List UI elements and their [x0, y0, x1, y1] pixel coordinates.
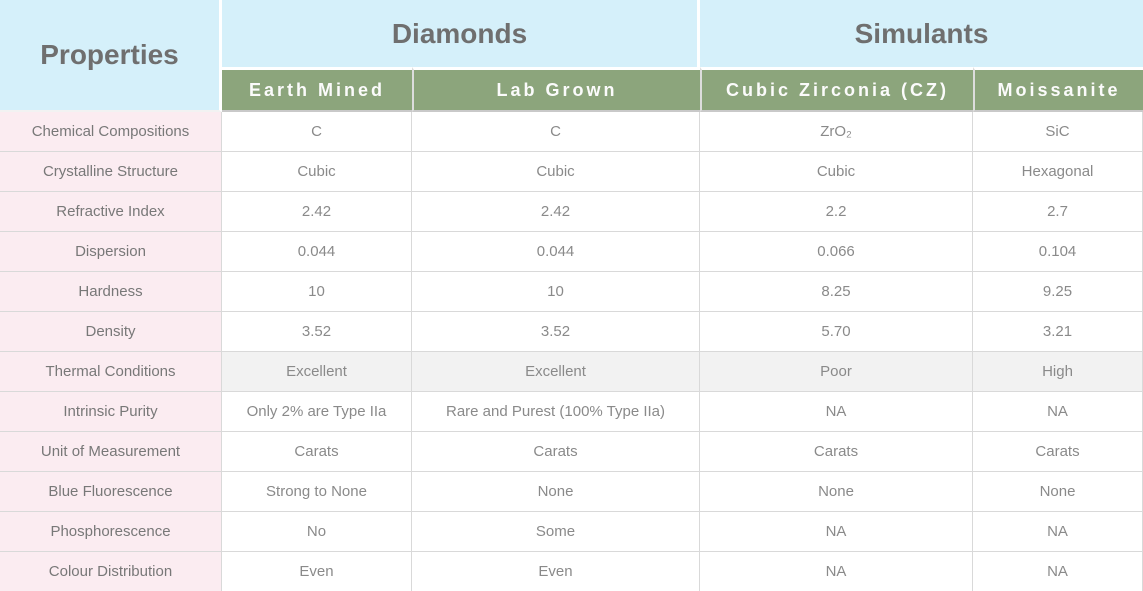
- table-row: Intrinsic Purity Only 2% are Type IIa Rare…: [0, 392, 1143, 432]
- table-row: Dispersion 0.044 0.044 0.066 0.104: [0, 232, 1143, 272]
- cell-value: 2.2: [700, 192, 974, 232]
- cell-value: 0.044: [412, 232, 701, 272]
- property-label: Chemical Compositions: [0, 112, 222, 152]
- cell-value: None: [412, 472, 701, 512]
- column-header-cubic-zirconia: Cubic Zirconia (CZ): [700, 67, 974, 112]
- group-header-simulants: Simulants: [700, 0, 1143, 67]
- cell-value: 3.21: [973, 312, 1143, 352]
- property-label: Dispersion: [0, 232, 222, 272]
- sub-header-row: Earth Mined Lab Grown Cubic Zirconia (CZ…: [0, 67, 1143, 112]
- cell-value: Even: [412, 552, 701, 591]
- column-header-earth-mined: Earth Mined: [222, 67, 412, 112]
- cell-value: None: [700, 472, 974, 512]
- cell-value: Poor: [700, 352, 974, 392]
- group-header-row: Properties Diamonds Simulants: [0, 0, 1143, 112]
- cell-value: NA: [973, 512, 1143, 552]
- cell-value: 2.7: [973, 192, 1143, 232]
- cell-value: 0.104: [973, 232, 1143, 272]
- property-label: Intrinsic Purity: [0, 392, 222, 432]
- cell-value: Even: [222, 552, 412, 591]
- cell-value: 10: [222, 272, 412, 312]
- table-row: Refractive Index 2.42 2.42 2.2 2.7: [0, 192, 1143, 232]
- table-row: Blue Fluorescence Strong to None None None N…: [0, 472, 1143, 512]
- cell-value: 10: [412, 272, 701, 312]
- cell-value: Carats: [412, 432, 701, 472]
- properties-corner-header: Properties: [0, 0, 222, 112]
- table-row: Thermal Conditions Excellent Excellent Poor…: [0, 352, 1143, 392]
- cell-value: SiC: [973, 112, 1143, 152]
- column-header-moissanite: Moissanite: [973, 67, 1143, 112]
- cell-value: Carats: [973, 432, 1143, 472]
- group-header-diamonds: Diamonds: [222, 0, 701, 67]
- cell-value: 3.52: [222, 312, 412, 352]
- cell-value: 0.044: [222, 232, 412, 272]
- cell-value: 3.52: [412, 312, 701, 352]
- property-label: Hardness: [0, 272, 222, 312]
- cell-value: No: [222, 512, 412, 552]
- cell-value: 5.70: [700, 312, 974, 352]
- cell-value: NA: [973, 552, 1143, 591]
- table-row: Hardness 10 10 8.25 9.25: [0, 272, 1143, 312]
- property-label: Unit of Measurement: [0, 432, 222, 472]
- table-body: Chemical Compositions C C ZrO₂ SiC Crystallin…: [0, 112, 1143, 591]
- cell-value: Cubic: [222, 152, 412, 192]
- cell-value: ZrO₂: [700, 112, 974, 152]
- cell-value: Strong to None: [222, 472, 412, 512]
- cell-value: NA: [700, 512, 974, 552]
- cell-value: 9.25: [973, 272, 1143, 312]
- property-label: Refractive Index: [0, 192, 222, 232]
- cell-value: Carats: [222, 432, 412, 472]
- property-label: Phosphorescence: [0, 512, 222, 552]
- cell-value: Carats: [700, 432, 974, 472]
- cell-value: Excellent: [412, 352, 701, 392]
- cell-value: NA: [700, 552, 974, 591]
- property-label: Crystalline Structure: [0, 152, 222, 192]
- cell-value: Cubic: [412, 152, 701, 192]
- table-row: Crystalline Structure Cubic Cubic Cubic Hexa…: [0, 152, 1143, 192]
- cell-value: Only 2% are Type IIa: [222, 392, 412, 432]
- table-row: Chemical Compositions C C ZrO₂ SiC: [0, 112, 1143, 152]
- cell-value: C: [222, 112, 412, 152]
- cell-value: Excellent: [222, 352, 412, 392]
- table-row: Colour Distribution Even Even NA NA: [0, 552, 1143, 591]
- cell-value: 8.25: [700, 272, 974, 312]
- cell-value: NA: [973, 392, 1143, 432]
- property-label: Thermal Conditions: [0, 352, 222, 392]
- cell-value: C: [412, 112, 701, 152]
- table-row: Phosphorescence No Some NA NA: [0, 512, 1143, 552]
- cell-value: Some: [412, 512, 701, 552]
- cell-value: Cubic: [700, 152, 974, 192]
- column-header-lab-grown: Lab Grown: [412, 67, 701, 112]
- cell-value: 2.42: [412, 192, 701, 232]
- cell-value: 0.066: [700, 232, 974, 272]
- cell-value: None: [973, 472, 1143, 512]
- property-label: Density: [0, 312, 222, 352]
- table-row: Unit of Measurement Carats Carats Carats Car…: [0, 432, 1143, 472]
- cell-value: 2.42: [222, 192, 412, 232]
- cell-value: High: [973, 352, 1143, 392]
- table-row: Density 3.52 3.52 5.70 3.21: [0, 312, 1143, 352]
- cell-value: Rare and Purest (100% Type IIa): [412, 392, 701, 432]
- table-header: Properties Diamonds Simulants Earth Mine…: [0, 0, 1143, 112]
- property-label: Blue Fluorescence: [0, 472, 222, 512]
- cell-value: Hexagonal: [973, 152, 1143, 192]
- property-label: Colour Distribution: [0, 552, 222, 591]
- cell-value: NA: [700, 392, 974, 432]
